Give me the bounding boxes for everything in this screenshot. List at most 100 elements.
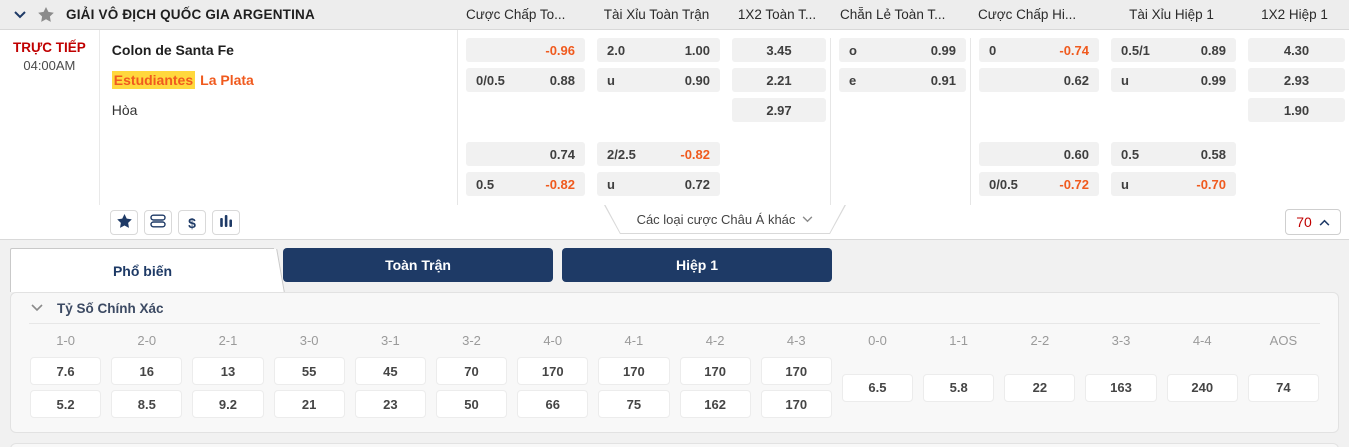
market-tab-bar: Phổ biến Toàn Trận Hiệp 1 — [10, 248, 1349, 292]
score-odds-cell[interactable]: 5.8 — [923, 373, 995, 402]
odds-cell-h1-overunder[interactable]: 0.5/1 0.89 — [1111, 38, 1236, 62]
odds-cell-h1-1x2-away[interactable]: 2.93 — [1248, 68, 1345, 92]
score-odds-cell[interactable]: 45 — [354, 357, 426, 385]
score-column-label: 1-1 — [949, 332, 969, 348]
odds-value: 0.99 — [1200, 72, 1226, 88]
score-grid: 1-0 7.6 5.2 2-0 16 8.5 2-1 13 9.2 3-0 55 21 3-1 45 23 3… — [11, 324, 1338, 418]
ou-line: u — [607, 176, 615, 192]
odds-cell-h1-overunder[interactable]: u -0.70 — [1111, 172, 1236, 196]
odds-cell-h1-handicap[interactable]: 0 -0.74 — [979, 38, 1099, 62]
odds-value: 0.90 — [684, 72, 710, 88]
bar-chart-icon — [219, 214, 233, 231]
odds-value: -0.82 — [680, 146, 710, 162]
odds-column-header-h1-handicap: Cược Chấp Hi... — [978, 7, 1077, 22]
tab-fulltime[interactable]: Toàn Trận — [283, 248, 553, 282]
away-team-name[interactable]: Estudiantes La Plata — [111, 68, 457, 92]
score-odds-cell[interactable]: 16 — [111, 357, 183, 385]
score-odds-cell[interactable]: 162 — [679, 390, 751, 418]
odds-col-ft-overunder: 2.0 1.00 u 0.90 2/2.5 -0.82 u 0.72 — [589, 38, 724, 205]
score-column-label: 4-0 — [543, 332, 563, 348]
odds-cell-h1-handicap[interactable]: 0/0.5 -0.72 — [979, 172, 1099, 196]
away-team-rest: La Plata — [200, 72, 254, 88]
chevron-down-icon — [802, 216, 813, 223]
score-odds-cell[interactable]: 75 — [598, 390, 670, 418]
odds-value: -0.74 — [1059, 42, 1089, 58]
score-odds-cell[interactable]: 6.5 — [841, 373, 914, 402]
score-odds-cell[interactable]: 170 — [517, 357, 589, 385]
betslip-button[interactable] — [144, 210, 172, 235]
home-team-name[interactable]: Colon de Santa Fe — [111, 42, 234, 58]
odds-cell-h1-1x2-draw[interactable]: 1.90 — [1248, 98, 1345, 122]
odds-cell-ft-handicap[interactable]: 0/0.5 0.88 — [466, 68, 585, 92]
odds-column-header-ft-1x2: 1X2 Toàn T... — [737, 7, 817, 22]
score-odds-cell[interactable]: 55 — [273, 357, 345, 385]
score-odds-cell[interactable]: 170 — [598, 357, 670, 385]
odds-cell-h1-1x2-home[interactable]: 4.30 — [1248, 38, 1345, 62]
score-odds-cell[interactable]: 7.6 — [30, 357, 102, 385]
odds-cell-ft-odd[interactable]: o 0.99 — [839, 38, 966, 62]
chevron-down-icon[interactable] — [14, 10, 26, 19]
score-odds-cell[interactable]: 8.5 — [111, 390, 183, 418]
odds-cell-ft-handicap[interactable]: 0.74 — [466, 142, 585, 166]
odds-cell-ft-1x2-home[interactable]: 3.45 — [732, 38, 826, 62]
handicap-line: 0/0.5 — [989, 176, 1018, 192]
odds-cell-ft-1x2-away[interactable]: 2.21 — [732, 68, 826, 92]
score-odds-cell[interactable]: 240 — [1166, 373, 1238, 402]
market-count-button[interactable]: 70 — [1285, 209, 1341, 235]
odds-column-header-ft-overunder: Tài Xỉu Toàn Trận — [603, 7, 710, 22]
score-odds-cell[interactable]: 170 — [679, 357, 751, 385]
odds-column-header-h1-overunder: Tài Xỉu Hiệp 1 — [1129, 7, 1214, 22]
match-time-column: TRỰC TIẾP 04:00AM — [0, 30, 100, 205]
odds-cell-ft-handicap[interactable]: -0.96 — [466, 38, 585, 62]
odds-cell-h1-handicap[interactable]: 0.62 — [979, 68, 1099, 92]
score-column-label: 4-1 — [624, 332, 644, 348]
odds-cell-ft-handicap[interactable]: 0.5 -0.82 — [466, 172, 585, 196]
correct-score-title: Tỷ Số Chính Xác — [57, 300, 164, 316]
ou-line: 0.5 — [1121, 146, 1140, 162]
score-odds-cell[interactable]: 70 — [435, 357, 508, 385]
tab-popular[interactable]: Phổ biến — [10, 248, 274, 292]
score-odds-cell[interactable]: 74 — [1247, 373, 1319, 402]
asian-markets-label: Các loại cược Châu Á khác — [636, 212, 796, 227]
score-odds-cell[interactable]: 13 — [192, 357, 264, 385]
odds-cell-ft-even[interactable]: e 0.91 — [839, 68, 966, 92]
score-odds-cell[interactable]: 9.2 — [192, 390, 264, 418]
next-section-card — [10, 443, 1339, 447]
odds-column-header-ft-oddeven: Chẵn Lẻ Toàn T... — [840, 7, 946, 22]
odds-value: 1.00 — [684, 42, 710, 58]
odds-cell-ft-overunder[interactable]: u 0.72 — [597, 172, 720, 196]
score-odds-cell[interactable]: 5.2 — [30, 390, 102, 418]
favorite-button[interactable] — [110, 210, 138, 235]
money-button[interactable]: $ — [178, 210, 206, 235]
kickoff-time: 04:00AM — [23, 58, 76, 73]
odds-cell-ft-overunder[interactable]: 2.0 1.00 — [597, 38, 720, 62]
asian-markets-dropdown[interactable]: Các loại cược Châu Á khác — [604, 205, 846, 234]
stats-button[interactable] — [212, 210, 240, 235]
tab-firsthalf[interactable]: Hiệp 1 — [562, 248, 832, 282]
league-title: GIẢI VÔ ĐỊCH QUỐC GIA ARGENTINA — [66, 7, 315, 22]
score-column-label: 2-1 — [218, 332, 238, 348]
match-row: TRỰC TIẾP 04:00AM Colon de Santa Fe Estu… — [0, 30, 1349, 205]
odds-value: -0.70 — [1196, 176, 1226, 192]
score-odds-cell[interactable]: 170 — [760, 390, 832, 418]
score-odds-cell[interactable]: 21 — [273, 390, 345, 418]
score-odds-cell[interactable]: 22 — [1004, 373, 1076, 402]
score-odds-cell[interactable]: 170 — [760, 357, 832, 385]
chevron-down-icon[interactable] — [31, 304, 43, 312]
ou-line: 2.0 — [607, 42, 626, 58]
star-icon[interactable] — [38, 7, 54, 22]
dollar-icon: $ — [188, 214, 196, 231]
away-team-highlight: Estudiantes — [111, 71, 196, 89]
odds-cell-ft-overunder[interactable]: 2/2.5 -0.82 — [597, 142, 720, 166]
odds-cell-h1-handicap[interactable]: 0.60 — [979, 142, 1099, 166]
oddeven-line: o — [849, 42, 857, 58]
odds-cell-h1-overunder[interactable]: 0.5 0.58 — [1111, 142, 1236, 166]
odds-cell-h1-overunder[interactable]: u 0.99 — [1111, 68, 1236, 92]
odds-cell-ft-overunder[interactable]: u 0.90 — [597, 68, 720, 92]
odds-cell-ft-1x2-draw[interactable]: 2.97 — [732, 98, 826, 122]
score-odds-cell[interactable]: 23 — [354, 390, 426, 418]
score-odds-cell[interactable]: 66 — [517, 390, 589, 418]
score-odds-cell[interactable]: 50 — [435, 390, 508, 418]
market-count: 70 — [1296, 214, 1312, 230]
score-odds-cell[interactable]: 163 — [1085, 373, 1157, 402]
